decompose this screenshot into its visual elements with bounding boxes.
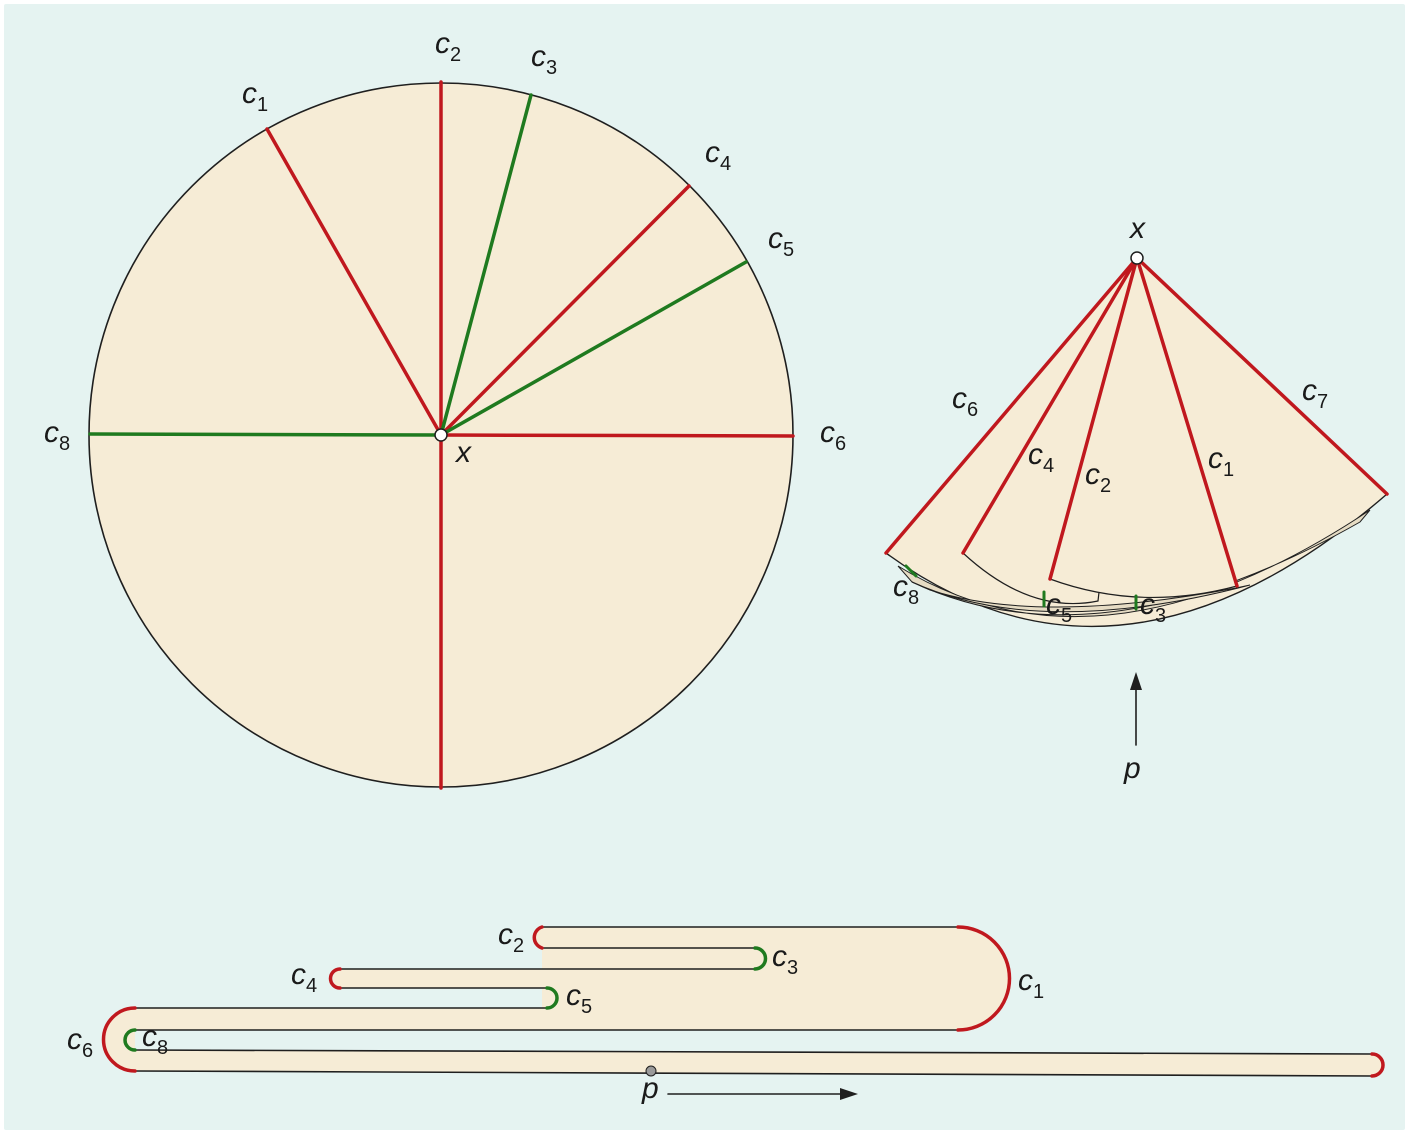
disk-vertex-point (434, 428, 448, 442)
crease-pattern-disk: c1 c2 c3 c4 c5 c6 c8 x (44, 27, 846, 790)
disk-label-c6: c6 (820, 416, 846, 455)
cone-point-label: p (1123, 752, 1141, 785)
disk-label-c3: c3 (531, 40, 557, 79)
cone-vertex-point (1130, 251, 1144, 265)
strip-fill-c8-flap (129, 1030, 135, 1050)
cone-label-c1: c1 (1208, 442, 1234, 481)
disk-label-c1: c1 (242, 77, 268, 116)
cone-label-c2: c2 (1085, 458, 1111, 497)
cone-label-c6: c6 (952, 382, 978, 421)
cone-tick-c8 (904, 564, 918, 578)
strip-fill-c1-loop (135, 927, 1010, 1030)
cone-label-c7: c7 (1302, 374, 1328, 413)
disk-label-c4: c4 (705, 136, 731, 175)
disk-vertex-label: x (454, 436, 472, 469)
cone-edge-c7 (1135, 256, 1389, 496)
fold-arc-c5 (545, 986, 559, 1010)
crease-line-c3 (439, 93, 533, 437)
disk-label-c8: c8 (44, 416, 70, 455)
section-point-p (645, 1065, 657, 1077)
section-arrow-p-head (840, 1088, 858, 1100)
crease-line-c1 (265, 127, 443, 437)
fold-arc-c3 (753, 946, 768, 971)
section-label-c3: c3 (772, 940, 798, 979)
section-label-c5: c5 (566, 979, 592, 1018)
cone-edge-c1 (1135, 256, 1239, 588)
section-label-c1: c1 (1018, 964, 1044, 1003)
cone-edge-c4 (961, 256, 1139, 555)
cone-edge-c6 (884, 256, 1139, 555)
fold-arc-c6 (101, 1006, 137, 1073)
fold-arc-c4 (328, 967, 342, 990)
cone-label-c8: c8 (893, 570, 919, 609)
folded-cone: x c6 c4 c2 c1 c7 c8 c5 c3 p (884, 212, 1389, 785)
fold-arc-c2 (532, 925, 544, 950)
layer-line-bottom (134, 1070, 1373, 1077)
cone-flap-c2-c1 (1049, 255, 1238, 599)
section-label-c6: c6 (67, 1023, 93, 1062)
cone-inner-layer-band (897, 509, 1371, 618)
cone-arrow-p-head (1130, 672, 1142, 690)
cone-inner-layer-band-2 (911, 581, 1251, 613)
cone-label-c4: c4 (1028, 438, 1054, 477)
section-label-c2: c2 (498, 918, 524, 957)
section-label-c4: c4 (291, 958, 317, 997)
fold-arc-c1 (956, 925, 1012, 1032)
crease-line-c5 (439, 260, 748, 437)
layer-line-7 (134, 1049, 1373, 1055)
folded-cross-section: c1 c2 c3 c4 c5 c6 c8 p (67, 918, 1385, 1105)
strip-fill-main (103, 1008, 1384, 1076)
cone-vertex-label: x (1128, 212, 1146, 245)
section-point-label: p (641, 1072, 659, 1105)
disk-label-c2: c2 (435, 27, 461, 66)
fold-arc-c8 (123, 1028, 137, 1052)
crease-line-c4 (439, 184, 691, 437)
cone-label-c3: c3 (1140, 588, 1166, 627)
crease-line-c8 (88, 432, 443, 437)
disk-label-c5: c5 (768, 222, 794, 261)
section-label-c8: c8 (142, 1020, 168, 1059)
cone-edge-c2 (1048, 256, 1139, 581)
fold-arc-end (1370, 1052, 1385, 1078)
crease-line-c6 (439, 433, 795, 438)
cone-label-c5: c5 (1046, 588, 1072, 627)
